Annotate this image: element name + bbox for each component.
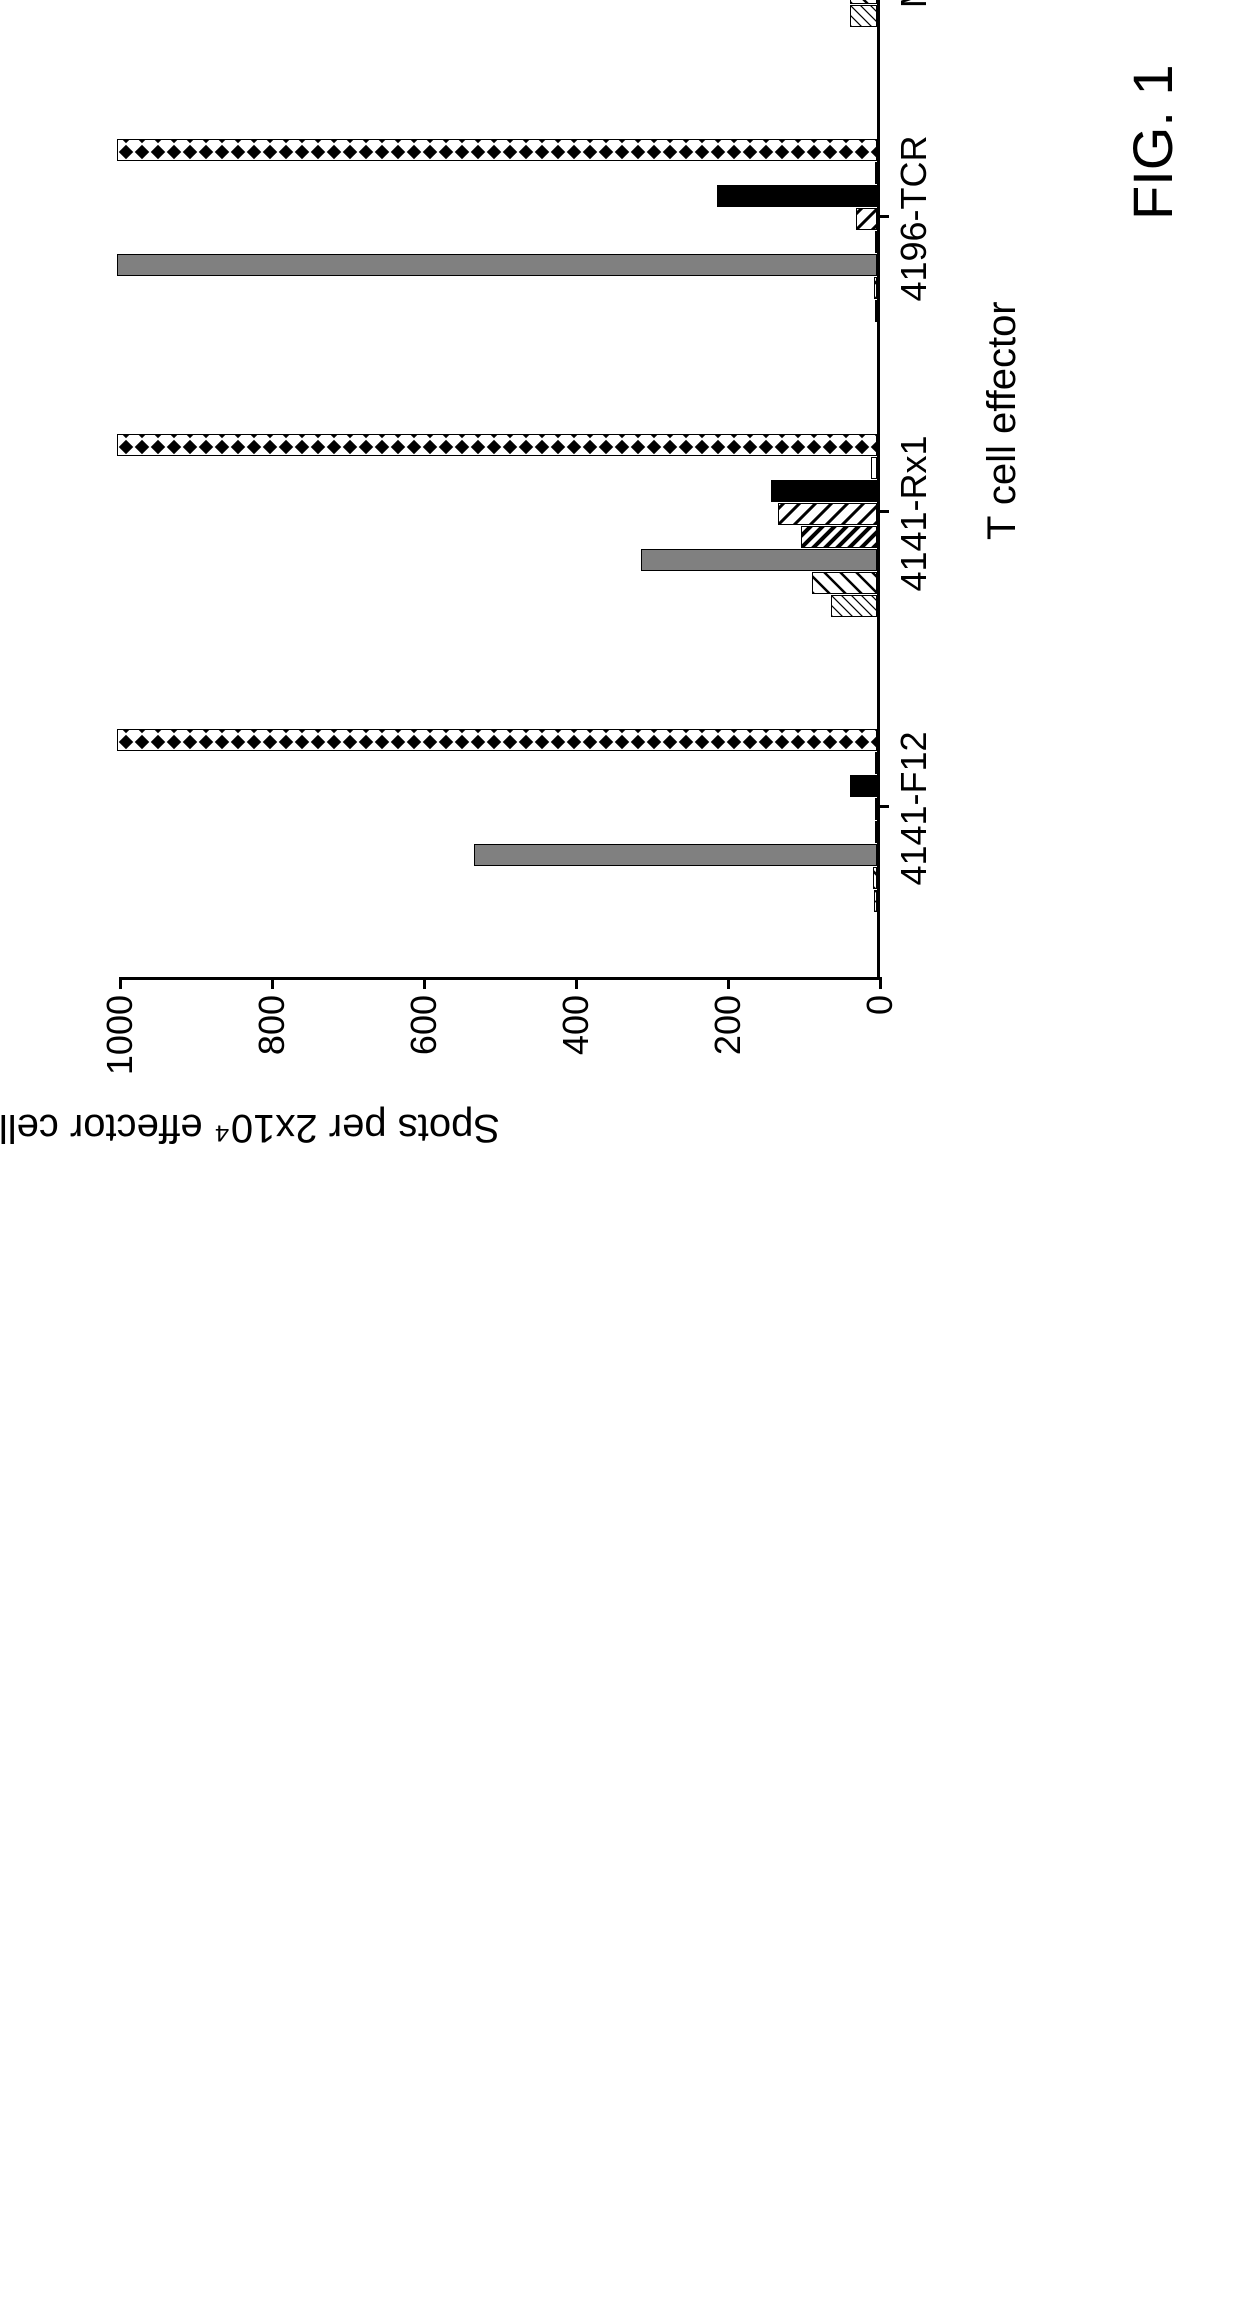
y-tick [727, 977, 730, 989]
x-tick [877, 511, 889, 514]
bar-tmg_irr [875, 300, 877, 322]
bar-group [117, 434, 877, 617]
bar-no_target [871, 457, 877, 479]
bar-tmg_irr [831, 595, 877, 617]
bar-no_target [875, 752, 877, 774]
y-tick-label: 200 [707, 995, 749, 1055]
x-tick-label: Mock TCR [893, 0, 935, 8]
bar-dmso [801, 526, 877, 548]
y-tick [423, 977, 426, 989]
y-axis-label: Spots per 2x10⁴ effector cells [0, 1105, 500, 1150]
x-axis-label: T cell effector [980, 301, 1025, 540]
bar-lp_wt [778, 503, 877, 525]
bar-dmso [875, 231, 877, 253]
bar-lp_mut [771, 480, 877, 502]
bar-dmso [875, 821, 877, 843]
bar-group [117, 729, 877, 912]
y-tick [119, 977, 122, 989]
page-rotated: Spots per 2x10⁴ effector cells T cell ef… [0, 0, 1240, 1240]
bar-pma [117, 729, 877, 751]
bar-group [117, 139, 877, 322]
bar-p53_wt_tmg [812, 572, 877, 594]
bar-p53_wt_tmg [874, 277, 877, 299]
y-tick [271, 977, 274, 989]
bar-lp_mut [717, 185, 877, 207]
x-tick-label: 4196-TCR [893, 135, 935, 301]
bar-pma [117, 139, 877, 161]
bar-tmg_irr [874, 890, 877, 912]
x-tick [877, 216, 889, 219]
y-tick [879, 977, 882, 989]
y-tick-label: 600 [403, 995, 445, 1055]
y-tick [575, 977, 578, 989]
figure-label: FIG. 1 [1120, 64, 1185, 220]
y-tick-label: 400 [555, 995, 597, 1055]
bar-p53_wt_tmg [850, 0, 877, 4]
x-tick [877, 806, 889, 809]
bar-p53_wt_tmg [873, 867, 877, 889]
x-tick-label: 4141-Rx1 [893, 435, 935, 591]
chart-plot-area: 020040060080010004141-F124141-Rx14196-TC… [120, 0, 880, 980]
bar-group [117, 0, 877, 27]
bar-tmg_irr [850, 5, 877, 27]
canvas: Spots per 2x10⁴ effector cells T cell ef… [0, 0, 1240, 1240]
bar-p53_mut_tmg [474, 844, 877, 866]
x-tick-label: 4141-F12 [893, 731, 935, 885]
bar-lp_wt [875, 798, 877, 820]
bar-p53_mut_tmg [117, 254, 877, 276]
bar-pma [117, 434, 877, 456]
bar-p53_mut_tmg [641, 549, 877, 571]
bar-lp_mut [850, 775, 877, 797]
bar-no_target [875, 162, 877, 184]
y-tick-label: 1000 [99, 995, 141, 1075]
bar-lp_wt [856, 208, 877, 230]
y-tick-label: 800 [251, 995, 293, 1055]
y-tick-label: 0 [859, 995, 901, 1015]
